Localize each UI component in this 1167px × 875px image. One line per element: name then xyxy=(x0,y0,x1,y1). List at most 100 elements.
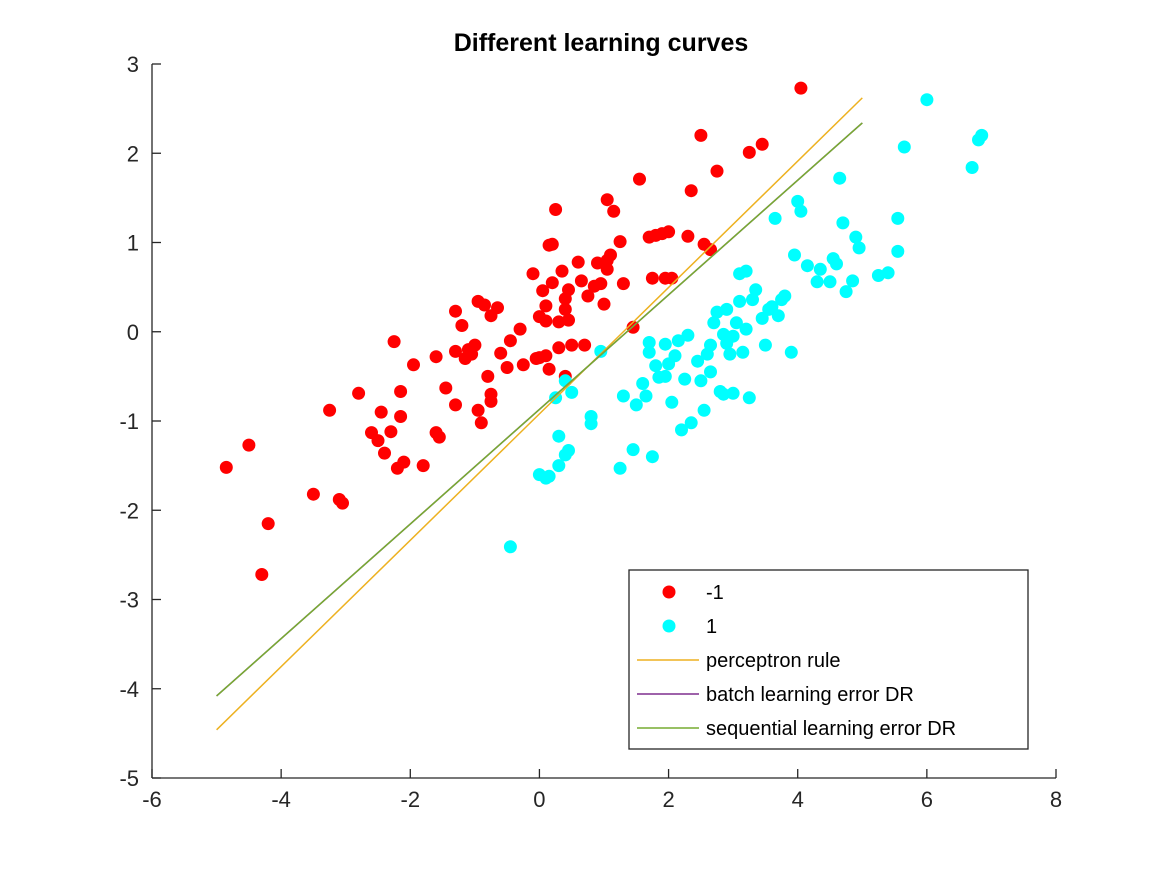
y-tick-label: 3 xyxy=(127,52,139,77)
data-point-series-1 xyxy=(771,309,785,323)
data-point-series-1 xyxy=(920,93,934,107)
data-point-series-0 xyxy=(545,276,559,290)
data-point-series-0 xyxy=(394,410,408,423)
data-point-series-0 xyxy=(594,277,608,291)
data-point-series-0 xyxy=(542,362,556,376)
data-point-series-0 xyxy=(600,193,614,207)
data-point-series-0 xyxy=(742,145,756,159)
data-point-series-1 xyxy=(810,275,824,289)
plot-area xyxy=(216,81,989,731)
data-point-series-0 xyxy=(574,274,588,288)
data-point-series-0 xyxy=(578,338,592,352)
data-point-series-1 xyxy=(658,369,672,383)
data-point-series-1 xyxy=(839,285,853,299)
data-point-series-1 xyxy=(668,349,682,363)
data-point-series-1 xyxy=(813,262,827,276)
data-point-series-1 xyxy=(965,161,979,174)
data-point-series-1 xyxy=(739,264,753,278)
axes: -6 -4 -2 0 2 4 6 8 -5 -4 -3 -2 -1 0 1 2 3 xyxy=(119,52,1062,812)
data-point-series-1 xyxy=(542,469,556,483)
data-point-series-1 xyxy=(742,391,756,405)
data-point-series-0 xyxy=(449,344,462,358)
data-point-series-1 xyxy=(675,423,688,437)
data-point-series-0 xyxy=(255,568,269,581)
data-point-series-0 xyxy=(571,255,585,269)
data-point-series-1 xyxy=(891,244,905,258)
data-point-series-1 xyxy=(788,248,801,262)
data-point-series-0 xyxy=(662,225,676,239)
data-point-series-1 xyxy=(720,302,734,316)
x-tick-label: 6 xyxy=(921,787,933,812)
data-point-series-1 xyxy=(639,389,653,403)
data-point-series-1 xyxy=(649,359,663,373)
data-point-series-0 xyxy=(439,381,453,395)
data-point-series-0 xyxy=(336,496,349,510)
data-point-series-0 xyxy=(449,398,462,412)
data-point-series-1 xyxy=(613,461,627,475)
y-tick-label: -1 xyxy=(119,409,139,434)
data-point-series-1 xyxy=(758,338,772,352)
y-tick-label: -2 xyxy=(119,498,139,523)
data-point-series-0 xyxy=(306,487,320,501)
legend-label: batch learning error DR xyxy=(706,684,914,706)
data-point-series-1 xyxy=(852,241,866,255)
data-point-series-0 xyxy=(607,204,621,218)
legend-label: -1 xyxy=(706,582,724,604)
data-point-series-0 xyxy=(481,369,495,383)
data-point-series-1 xyxy=(794,204,808,218)
data-point-series-0 xyxy=(394,385,408,398)
data-point-series-1 xyxy=(755,311,769,325)
data-point-series-1 xyxy=(704,365,717,379)
data-point-series-0 xyxy=(261,517,275,531)
data-point-series-0 xyxy=(526,267,540,281)
data-point-series-0 xyxy=(633,172,646,186)
data-point-series-1 xyxy=(707,316,721,330)
data-point-series-0 xyxy=(681,229,695,243)
data-point-series-0 xyxy=(491,301,504,315)
legend-label: 1 xyxy=(706,616,717,638)
data-point-series-1 xyxy=(768,211,782,225)
data-point-series-0 xyxy=(562,313,575,327)
data-point-series-0 xyxy=(352,386,366,400)
data-point-series-0 xyxy=(219,460,233,474)
data-point-series-0 xyxy=(384,425,398,439)
data-point-series-0 xyxy=(755,137,769,151)
data-point-series-0 xyxy=(604,248,617,262)
data-point-series-0 xyxy=(549,203,563,216)
data-point-series-0 xyxy=(704,243,717,257)
data-point-series-0 xyxy=(474,416,488,430)
data-point-series-0 xyxy=(387,335,401,349)
data-point-series-1 xyxy=(594,344,608,358)
y-tick-label: -5 xyxy=(119,766,139,791)
data-point-series-0 xyxy=(555,264,569,278)
data-point-series-0 xyxy=(513,322,527,336)
data-point-series-1 xyxy=(684,416,698,430)
y-tick-label: -4 xyxy=(119,677,139,702)
x-tick-label: -4 xyxy=(271,787,291,812)
data-point-series-0 xyxy=(552,341,566,355)
data-point-series-1 xyxy=(897,140,911,154)
data-point-series-0 xyxy=(558,302,572,316)
data-point-series-0 xyxy=(600,262,614,276)
data-point-series-0 xyxy=(545,237,559,251)
data-point-series-1 xyxy=(736,345,750,359)
y-tick-label: 0 xyxy=(127,320,139,345)
x-tick-label: 0 xyxy=(533,787,545,812)
data-point-series-0 xyxy=(468,338,482,352)
data-point-series-0 xyxy=(378,446,391,460)
data-point-series-1 xyxy=(726,329,740,343)
data-point-series-1 xyxy=(778,289,792,303)
y-tick-label: -3 xyxy=(119,588,139,613)
data-point-series-1 xyxy=(891,211,905,225)
data-point-series-0 xyxy=(471,403,485,417)
data-point-series-1 xyxy=(739,322,753,336)
data-point-series-0 xyxy=(552,315,566,329)
x-tick-label: -2 xyxy=(401,787,421,812)
data-point-series-1 xyxy=(552,459,566,473)
data-point-series-0 xyxy=(374,405,388,419)
data-point-series-1 xyxy=(881,266,895,280)
data-point-series-0 xyxy=(694,128,708,142)
data-point-series-1 xyxy=(558,374,572,388)
x-tick-label: -6 xyxy=(142,787,162,812)
data-point-series-1 xyxy=(626,443,640,457)
